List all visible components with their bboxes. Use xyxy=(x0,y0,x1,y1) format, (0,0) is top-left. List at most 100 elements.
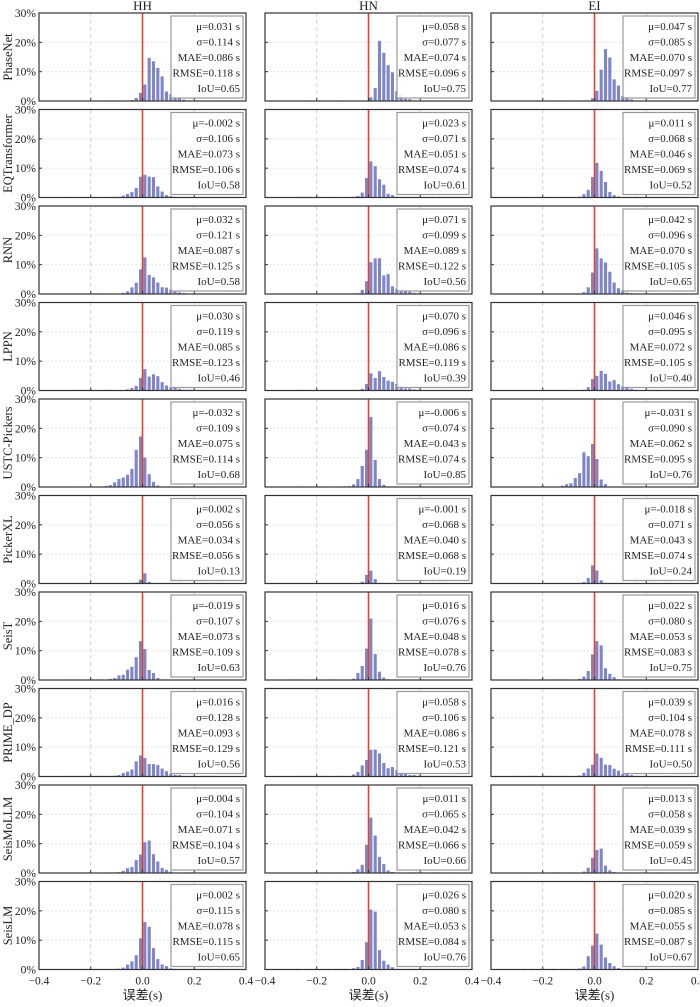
histogram-bar xyxy=(569,483,573,487)
histogram-bar xyxy=(382,484,386,487)
stat-mu: μ=0.002 s xyxy=(196,890,240,902)
histogram-bar xyxy=(386,65,390,101)
histogram-bar xyxy=(603,668,608,680)
histogram-bar xyxy=(586,456,590,487)
histogram-bar xyxy=(121,477,125,487)
histogram-bar xyxy=(364,574,369,584)
histogram-bar xyxy=(352,774,356,777)
panel-ustc-pickers-ei: μ=-0.031 s σ=0.090 s MAE=0.062 s RMSE=0.095… xyxy=(490,398,699,488)
stat-iou: IoU=0.52 xyxy=(649,180,692,192)
histogram-bar xyxy=(151,948,156,970)
stat-rmse: RMSE=0.119 s xyxy=(398,357,466,369)
stats-box xyxy=(170,883,244,968)
stat-sigma: σ=0.095 s xyxy=(648,326,692,338)
histogram-bar xyxy=(169,196,173,198)
histogram-bar xyxy=(177,98,181,101)
histogram-bar xyxy=(608,870,612,873)
histogram-bar xyxy=(356,869,360,873)
histogram-bar xyxy=(578,473,582,487)
histogram-bar xyxy=(595,458,599,487)
histogram-bar xyxy=(403,774,407,777)
histogram-bar xyxy=(582,871,586,873)
stat-mae: MAE=0.073 s xyxy=(178,149,240,161)
histogram-bar xyxy=(599,69,603,101)
histogram-bar xyxy=(603,49,608,101)
histogram-bar xyxy=(599,944,603,970)
histogram-bar xyxy=(134,282,138,294)
histogram-bar xyxy=(117,775,121,777)
histogram-bar xyxy=(599,479,603,487)
stats-box xyxy=(396,111,470,196)
histogram-bar xyxy=(173,387,177,391)
histogram-bar xyxy=(138,854,143,873)
histogram-bar xyxy=(169,387,173,391)
histogram-bar xyxy=(356,966,360,970)
y-tick-label: 0% xyxy=(21,868,37,880)
stats-box xyxy=(622,208,696,292)
stats-box xyxy=(622,594,696,678)
stat-mae: MAE=0.074 s xyxy=(404,52,466,64)
y-tick-label: 30% xyxy=(15,8,37,20)
column-title-hn: HN xyxy=(359,0,378,13)
stat-mu: μ=0.013 s xyxy=(648,793,692,805)
stat-rmse: RMSE=0.118 s xyxy=(172,68,240,80)
stat-mae: MAE=0.078 s xyxy=(630,728,692,740)
stat-sigma: σ=0.096 s xyxy=(422,326,466,338)
histogram-bar xyxy=(377,258,382,294)
stat-sigma: σ=0.068 s xyxy=(422,519,466,531)
histogram-bar xyxy=(599,370,603,391)
histogram-bar xyxy=(138,436,143,487)
stat-rmse: RMSE=0.114 s xyxy=(172,454,240,466)
stat-mu: μ=-0.019 s xyxy=(192,600,240,612)
panel-ustc-pickers-hn: μ=-0.006 s σ=0.074 s MAE=0.043 s RMSE=0.074… xyxy=(264,398,473,488)
stat-mae: MAE=0.093 s xyxy=(178,728,240,740)
stat-rmse: RMSE=0.097 s xyxy=(624,68,692,80)
histogram-bar xyxy=(169,968,173,970)
stat-mae: MAE=0.070 s xyxy=(630,245,692,257)
histogram-bar xyxy=(108,485,112,487)
histogram-bar xyxy=(364,449,369,487)
histogram-bar xyxy=(177,292,181,294)
stat-mae: MAE=0.072 s xyxy=(630,342,692,354)
stat-rmse: RMSE=0.105 s xyxy=(624,357,692,369)
stat-iou: IoU=0.45 xyxy=(649,855,692,867)
histogram-bar xyxy=(143,842,147,873)
histogram-bar xyxy=(373,835,377,873)
histogram-bar xyxy=(386,964,390,970)
stat-sigma: σ=0.121 s xyxy=(196,230,240,242)
histogram-bar xyxy=(382,864,386,873)
histogram-bar xyxy=(352,968,356,970)
stat-iou: IoU=0.75 xyxy=(423,83,466,95)
histogram-bar xyxy=(164,91,169,101)
stat-mu: μ=0.058 s xyxy=(422,697,466,709)
histogram-bar xyxy=(382,960,386,970)
histogram-bar xyxy=(160,768,164,777)
histogram-bar xyxy=(616,770,621,777)
stat-iou: IoU=0.58 xyxy=(197,276,240,288)
stat-rmse: RMSE=0.069 s xyxy=(624,164,692,176)
histogram-bar xyxy=(113,678,117,680)
histogram-bar xyxy=(612,79,616,101)
histogram-bar xyxy=(590,945,595,970)
stat-sigma: σ=0.085 s xyxy=(648,37,692,49)
histogram-bar xyxy=(629,99,633,101)
histogram-bar xyxy=(608,673,612,680)
stat-iou: IoU=0.65 xyxy=(649,276,692,288)
stats-box xyxy=(622,690,696,775)
stats-box xyxy=(396,883,470,968)
histogram-bar xyxy=(586,189,590,198)
x-axis-label: 误差(s) xyxy=(349,988,389,1003)
histogram-bar xyxy=(160,867,164,873)
stat-mu: μ=0.071 s xyxy=(422,214,466,226)
histogram-bar xyxy=(382,184,386,198)
histogram-bar xyxy=(608,764,612,777)
histogram-bar xyxy=(147,581,151,584)
stat-sigma: σ=0.119 s xyxy=(196,326,240,338)
histogram-bar xyxy=(130,192,134,198)
stat-rmse: RMSE=0.056 s xyxy=(172,550,240,562)
histogram-bar xyxy=(126,291,130,294)
y-tick-label: 30% xyxy=(15,877,37,889)
x-axis-label: 误差(s) xyxy=(575,988,615,1003)
stat-mae: MAE=0.039 s xyxy=(630,824,692,836)
